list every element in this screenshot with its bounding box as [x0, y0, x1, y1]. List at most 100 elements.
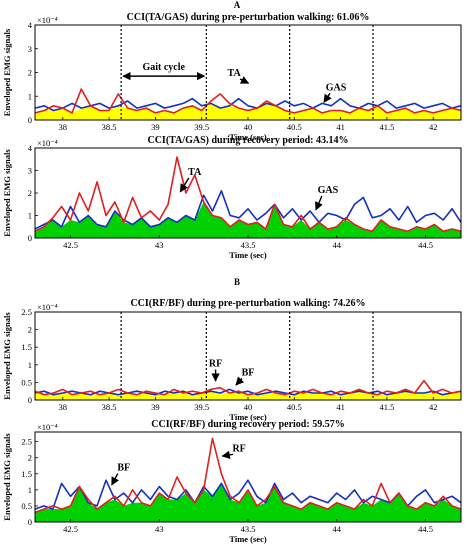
y-exponent-label: ×10⁻⁴	[37, 302, 58, 312]
chart-2: CCI(TA/GAS) during recovery period: 43.1…	[2, 135, 462, 260]
co-contraction-area	[35, 202, 461, 238]
y-tick-label: 0.5	[21, 501, 32, 511]
y-tick-label: 1	[28, 360, 32, 370]
y-exponent-label: ×10⁻⁴	[37, 422, 58, 432]
annotation-arrow	[323, 92, 332, 104]
annotation-rf: RF	[209, 359, 222, 370]
x-tick-label: 39.5	[194, 402, 209, 412]
series-line-rf	[34, 437, 462, 514]
y-tick-label: 2	[28, 188, 32, 198]
chart-1: CCI(TA/GAS) during pre-perturbation walk…	[2, 12, 462, 142]
gait-cycle-label: Gait cycle	[142, 62, 185, 73]
y-tick-label: 1	[28, 485, 32, 495]
x-tick-label: 43	[155, 240, 164, 250]
panel-letter-a: A	[234, 0, 241, 10]
x-tick-label: 39	[151, 402, 160, 412]
y-tick-label: 2.5	[21, 307, 32, 317]
annotation-arrow	[315, 195, 323, 211]
y-axis-label: Enveloped EMG signals	[2, 149, 12, 237]
y-tick-label: 2.5	[21, 437, 32, 447]
x-tick-label: 44.5	[418, 524, 433, 534]
y-tick-label: 3	[28, 166, 32, 176]
series-line-ta	[34, 156, 462, 233]
x-tick-label: 41	[336, 122, 345, 132]
y-tick-label: 2	[28, 453, 32, 463]
annotation-rf: RF	[232, 443, 245, 454]
y-tick-label: 4	[28, 143, 33, 153]
series-line-rf	[34, 379, 462, 396]
series-line-gas	[34, 190, 462, 230]
annotation-arrow	[179, 177, 190, 193]
plot-frame	[34, 311, 462, 401]
x-tick-label: 43.5	[241, 524, 256, 534]
annotation-gas: GAS	[326, 82, 347, 93]
y-tick-label: 1.5	[21, 469, 32, 479]
x-axis-label: Time (sec)	[229, 534, 267, 544]
y-exponent-label: ×10⁻⁴	[37, 15, 58, 25]
x-tick-label: 39.5	[194, 122, 209, 132]
x-tick-label: 42	[429, 122, 438, 132]
y-tick-label: 4	[28, 20, 33, 30]
y-tick-label: 0	[28, 517, 32, 527]
series-line-bf	[34, 388, 462, 396]
y-tick-label: 0.5	[21, 377, 32, 387]
chart-3: CCI(RF/BF) during pre-perturbation walki…	[2, 298, 462, 422]
chart-title: CCI(TA/GAS) during pre-perturbation walk…	[127, 12, 370, 23]
x-tick-label: 44	[333, 240, 342, 250]
x-tick-label: 39	[151, 122, 160, 132]
annotation-bf: BF	[242, 367, 255, 378]
x-tick-label: 40.5	[287, 122, 302, 132]
annotation-arrow	[111, 473, 119, 486]
x-tick-label: 41.5	[379, 122, 394, 132]
chart-title: CCI(RF/BF) during pre-perturbation walki…	[130, 298, 365, 309]
x-tick-label: 40.5	[287, 402, 302, 412]
x-tick-label: 42.5	[63, 240, 78, 250]
y-tick-label: 3	[28, 44, 32, 54]
x-tick-label: 44	[333, 524, 342, 534]
y-tick-label: 1	[28, 91, 32, 101]
annotation-arrow	[221, 450, 234, 459]
x-tick-label: 43	[155, 524, 164, 534]
x-tick-label: 44.5	[418, 240, 433, 250]
x-tick-label: 40	[244, 122, 253, 132]
series-line-gas	[34, 97, 462, 112]
panel-letter-b: B	[234, 277, 240, 287]
x-tick-label: 43.5	[241, 240, 256, 250]
chart-panels: CCI(TA/GAS) during pre-perturbation walk…	[2, 12, 462, 544]
y-axis-label: Enveloped EMG signals	[2, 28, 12, 116]
y-tick-label: 1.5	[21, 342, 32, 352]
y-axis-label: Enveloped EMG signals	[2, 312, 12, 400]
y-tick-label: 2	[28, 325, 32, 335]
x-tick-label: 38.5	[102, 402, 117, 412]
annotation-gas: GAS	[318, 185, 339, 196]
annotation-arrow	[239, 76, 250, 84]
x-tick-label: 42	[429, 402, 438, 412]
y-tick-label: 0	[28, 395, 32, 405]
chart-title: CCI(RF/BF) during recovery period: 59.57…	[151, 419, 344, 430]
co-contraction-area	[35, 391, 461, 400]
y-tick-label: 0	[28, 233, 32, 243]
x-tick-label: 41.5	[379, 402, 394, 412]
x-tick-label: 38	[59, 122, 68, 132]
y-exponent-label: ×10⁻⁴	[37, 138, 58, 148]
x-axis-label: Time (sec)	[229, 412, 267, 422]
chart-title: CCI(TA/GAS) during recovery period: 43.1…	[147, 135, 348, 146]
y-axis-label: Enveloped EMG signals	[2, 433, 12, 521]
annotation-arrow	[235, 376, 245, 386]
co-contraction-area	[35, 103, 461, 120]
annotation-ta: TA	[228, 68, 242, 79]
series-line-ta	[34, 88, 462, 114]
x-tick-label: 42.5	[63, 524, 78, 534]
co-contraction-area	[35, 483, 461, 522]
annotation-ta: TA	[188, 167, 202, 178]
x-tick-label: 38.5	[102, 122, 117, 132]
x-axis-label: Time (sec)	[229, 250, 267, 260]
chart-4: CCI(RF/BF) during recovery period: 59.57…	[2, 419, 462, 544]
y-tick-label: 2	[28, 68, 32, 78]
y-tick-label: 0	[28, 115, 32, 125]
x-tick-label: 38	[59, 402, 68, 412]
x-tick-label: 41	[336, 402, 345, 412]
y-tick-label: 1	[28, 211, 32, 221]
x-tick-label: 40	[244, 402, 253, 412]
